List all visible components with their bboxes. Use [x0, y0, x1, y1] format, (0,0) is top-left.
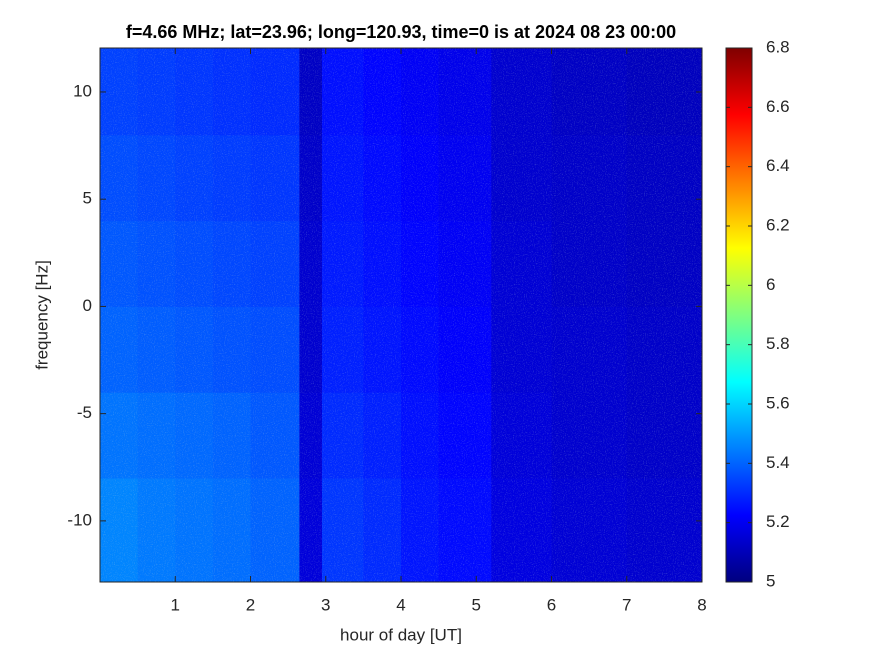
x-tick-label: 8	[697, 595, 706, 614]
colorbar-tick-label: 5	[766, 571, 775, 590]
noise-texture	[100, 48, 702, 582]
y-tick-label: 10	[73, 81, 92, 100]
colorbar-tick-label: 5.8	[766, 334, 790, 353]
colorbar-tick-label: 5.2	[766, 512, 790, 531]
y-tick-label: -5	[77, 403, 92, 422]
colorbar-tick-label: 5.6	[766, 393, 790, 412]
x-tick-label: 5	[472, 595, 481, 614]
x-tick-label: 2	[246, 595, 255, 614]
chart-title: f=4.66 MHz; lat=23.96; long=120.93, time…	[126, 22, 676, 42]
colorbar-tick-label: 5.4	[766, 453, 790, 472]
colorbar	[725, 47, 753, 583]
x-tick-label: 1	[171, 595, 180, 614]
x-tick-label: 6	[547, 595, 556, 614]
colorbar-tick-label: 6.4	[766, 156, 790, 175]
x-tick-label: 4	[396, 595, 405, 614]
colorbar-tick-label: 6.6	[766, 97, 790, 116]
y-tick-label: 5	[83, 189, 92, 208]
x-axis-label: hour of day [UT]	[340, 625, 462, 644]
x-tick-label: 3	[321, 595, 330, 614]
y-tick-label: 0	[83, 296, 92, 315]
y-axis-label: frequency [Hz]	[32, 260, 51, 370]
colorbar-tick-label: 6	[766, 275, 775, 294]
x-tick-label: 7	[622, 595, 631, 614]
y-tick-label: -10	[67, 510, 92, 529]
colorbar-tick-label: 6.2	[766, 215, 790, 234]
colorbar-tick-label: 6.8	[766, 37, 790, 56]
